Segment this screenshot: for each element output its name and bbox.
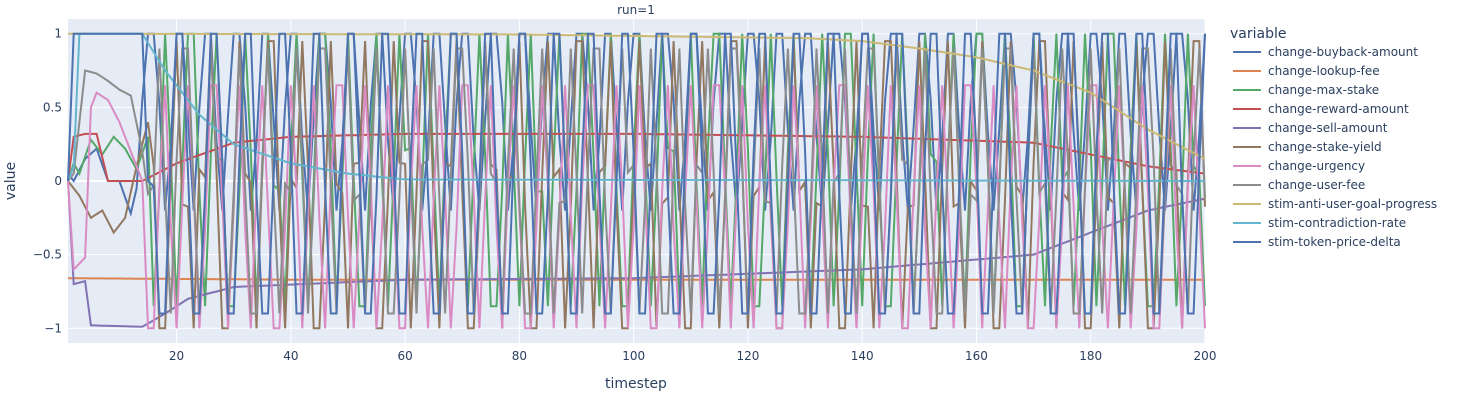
legend-item-change-reward-amount[interactable]: change-reward-amount (1233, 102, 1409, 116)
x-axis-label: timestep (605, 376, 667, 392)
legend-item-change-urgency[interactable]: change-urgency (1233, 159, 1365, 173)
legend[interactable]: variable change-buyback-amount change-loo… (1230, 26, 1437, 249)
legend-item-change-lookup-fee[interactable]: change-lookup-fee (1233, 64, 1380, 78)
legend-title: variable (1230, 26, 1286, 42)
legend-item-change-max-stake[interactable]: change-max-stake (1233, 83, 1379, 97)
legend-label: change-lookup-fee (1268, 64, 1380, 78)
x-tick-label: 60 (397, 349, 412, 363)
series-line-stim-contradiction-rate (67, 32, 1205, 182)
x-tick-label: 100 (622, 349, 645, 363)
legend-item-stim-contradiction-rate[interactable]: stim-contradiction-rate (1233, 216, 1406, 230)
x-tick-label: 20 (169, 349, 184, 363)
x-tick-label: 80 (512, 349, 527, 363)
x-tick-label: 200 (1194, 349, 1217, 363)
x-axis-ticks: 20 40 60 80 100 120 140 160 180 200 (169, 349, 1217, 363)
legend-item-change-buyback-amount[interactable]: change-buyback-amount (1233, 45, 1418, 59)
legend-item-change-stake-yield[interactable]: change-stake-yield (1233, 140, 1382, 154)
legend-label: change-user-fee (1268, 178, 1365, 192)
x-tick-label: 140 (851, 349, 874, 363)
x-tick-label: 160 (965, 349, 988, 363)
series-lines (67, 32, 1206, 330)
series-line-change-urgency (67, 84, 1206, 330)
legend-label: stim-anti-user-goal-progress (1268, 197, 1437, 211)
y-tick-label: 0 (54, 174, 62, 188)
y-tick-label: 0.5 (43, 100, 62, 114)
x-tick-label: 120 (736, 349, 759, 363)
legend-item-stim-token-price-delta[interactable]: stim-token-price-delta (1233, 235, 1401, 249)
legend-label: change-buyback-amount (1268, 45, 1418, 59)
legend-label: stim-contradiction-rate (1268, 216, 1406, 230)
legend-item-change-sell-amount[interactable]: change-sell-amount (1233, 121, 1388, 135)
legend-item-change-user-fee[interactable]: change-user-fee (1233, 178, 1365, 192)
y-tick-label: −0.5 (33, 248, 62, 262)
legend-label: change-reward-amount (1268, 102, 1409, 116)
y-axis-ticks: −1 −0.5 0 0.5 1 (33, 27, 62, 336)
series-line-stim-anti-user-goal-progress (68, 32, 1206, 160)
legend-label: change-sell-amount (1268, 121, 1388, 135)
series-line-stim-token-price-delta (67, 32, 1206, 315)
legend-label: change-urgency (1268, 159, 1365, 173)
y-tick-label: 1 (54, 27, 62, 41)
x-tick-label: 40 (283, 349, 298, 363)
legend-label: change-max-stake (1268, 83, 1379, 97)
x-tick-label: 180 (1079, 349, 1102, 363)
legend-label: stim-token-price-delta (1268, 235, 1401, 249)
y-axis-label: value (3, 162, 19, 200)
chart-title: run=1 (617, 3, 655, 17)
legend-item-stim-anti-user-goal-progress[interactable]: stim-anti-user-goal-progress (1233, 197, 1437, 211)
y-tick-label: −1 (44, 321, 62, 335)
legend-label: change-stake-yield (1268, 140, 1382, 154)
